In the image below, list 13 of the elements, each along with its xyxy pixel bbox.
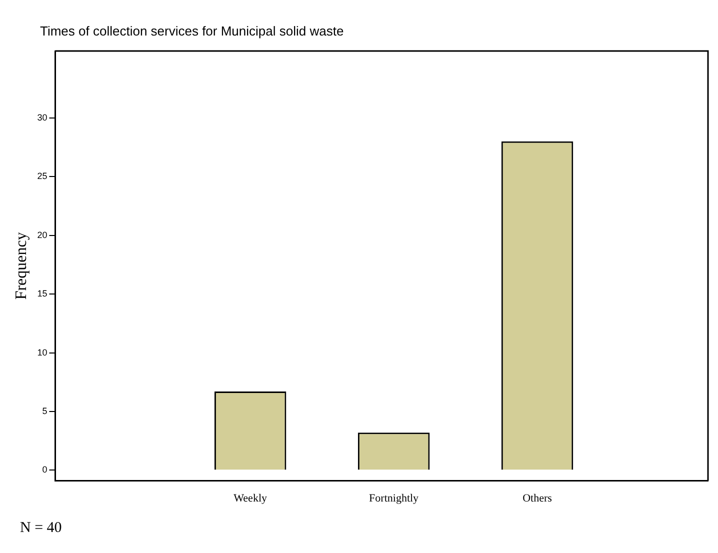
y-tick-label: 0 (42, 464, 48, 475)
y-tick-label: 20 (37, 230, 48, 240)
text: N = 40 (20, 520, 62, 536)
y-tick-label: 15 (37, 288, 48, 299)
y-axis-title: Frequency (12, 232, 30, 300)
x-tick-label: Weekly (234, 492, 268, 504)
x-tick-label: Others (522, 492, 552, 504)
chart-title: Times of collection services for Municipal solid waste (40, 24, 344, 39)
y-tick-label: 5 (42, 406, 48, 416)
x-tick-label: Fortnightly (369, 492, 420, 504)
y-tick-label: 25 (37, 171, 48, 182)
y-tick-label: 30 (37, 112, 48, 122)
y-tick-label: 10 (37, 347, 48, 358)
